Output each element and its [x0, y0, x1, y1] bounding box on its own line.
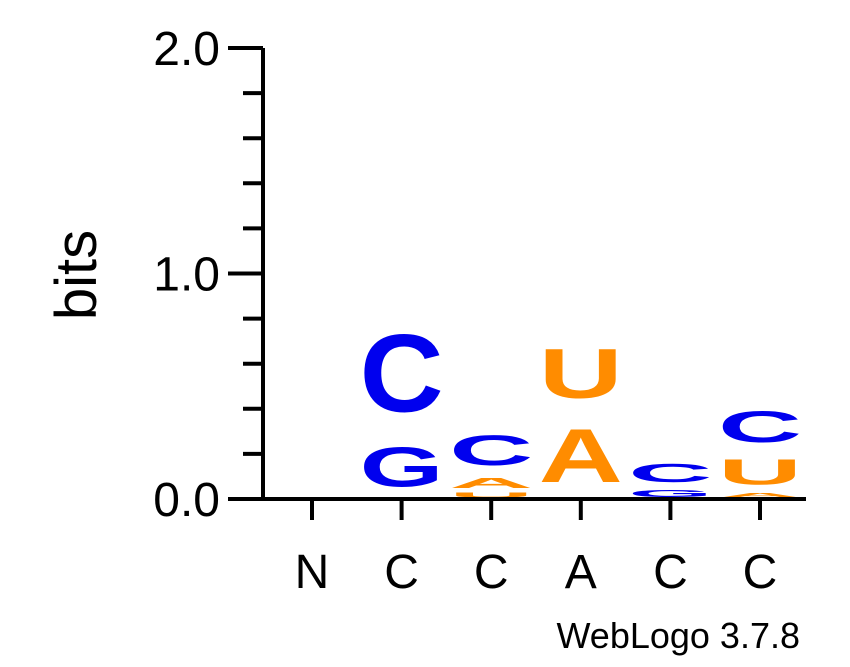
logo-letter-C: C — [360, 312, 444, 436]
y-tick-label: 1.0 — [153, 249, 220, 302]
position-label: C — [653, 546, 688, 599]
position-label: A — [565, 546, 597, 599]
position-label: C — [384, 546, 419, 599]
y-ticks: 0.0 1.0 2.0 — [153, 23, 263, 527]
logo-letter-A: A — [539, 413, 623, 498]
logo-letter-U: U — [449, 491, 533, 499]
svg-text:C: C — [718, 402, 802, 452]
logo-letter-A: A — [449, 474, 533, 491]
position-label: N — [295, 546, 330, 599]
logo-letter-C: C — [449, 427, 533, 474]
svg-text:U: U — [539, 335, 623, 413]
logo-letter-A: A — [718, 492, 802, 499]
y-axis-title: bits — [44, 230, 109, 320]
logo-letter-C: C — [628, 458, 712, 487]
svg-text:A: A — [539, 413, 623, 498]
logo-letter-G: G — [628, 488, 712, 499]
logo-letter-U: U — [539, 335, 623, 413]
logo-letter-U: U — [718, 452, 802, 492]
svg-text:C: C — [628, 458, 712, 487]
position-label: C — [474, 546, 509, 599]
svg-text:A: A — [718, 492, 802, 499]
weblogo-footer: WebLogo 3.7.8 — [556, 615, 800, 656]
svg-text:G: G — [628, 488, 712, 499]
position-label: C — [743, 546, 778, 599]
svg-text:A: A — [449, 474, 533, 491]
logo-letter-C: C — [718, 402, 802, 452]
svg-text:G: G — [360, 436, 444, 499]
svg-text:U: U — [449, 491, 533, 499]
svg-text:C: C — [449, 427, 533, 474]
logo-letter-G: G — [360, 436, 444, 499]
y-tick-label: 0.0 — [153, 474, 220, 527]
svg-text:C: C — [360, 312, 444, 436]
y-tick-label: 2.0 — [153, 23, 220, 76]
svg-text:U: U — [718, 452, 802, 492]
